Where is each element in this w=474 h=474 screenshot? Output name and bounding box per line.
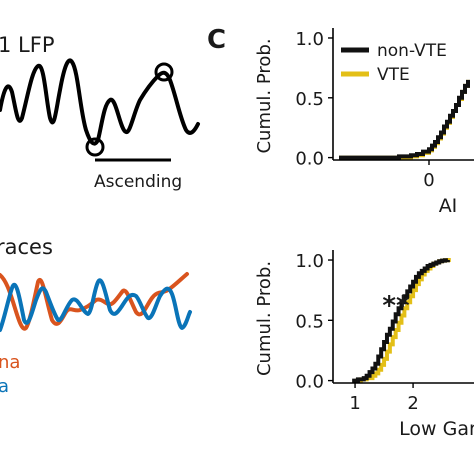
panel-label-c: C [207, 25, 226, 55]
series-nonvte-line [339, 79, 470, 160]
x-axis-label: AI [439, 195, 458, 217]
ascending-label: Ascending [94, 172, 182, 192]
lfp-title: 1 LFP [0, 33, 54, 57]
x-tick-label: 2 [407, 393, 418, 414]
y-axis-label: Cumul. Prob. [254, 38, 275, 153]
blue-legend-label: a [0, 376, 9, 397]
significance-annotation: ** [382, 291, 410, 321]
y-tick-label: 1.0 [295, 29, 324, 50]
y-tick-label: 0.0 [295, 372, 324, 393]
peak-marker [154, 62, 174, 82]
series-nonvte-line [352, 258, 450, 383]
blue-trace [0, 278, 192, 332]
y-tick-label: 0.5 [295, 89, 324, 110]
lfp-trace [0, 58, 200, 146]
ai-cdf-chart: 0.0 0.5 1.0 0 Cumul. Prob. AI non-VTE VTE [254, 28, 474, 217]
orange-trace [0, 272, 189, 331]
y-tick-label: 0.5 [295, 311, 324, 332]
lowgamma-cdf-chart: 0.0 0.5 1.0 1 2 Cumul. Prob. Low Gar ** [254, 250, 474, 440]
x-tick-label: 0 [423, 170, 434, 191]
orange-legend-label: na [0, 352, 20, 373]
trough-marker [85, 137, 105, 157]
y-axis-label: Cumul. Prob. [254, 261, 275, 376]
x-axis-label: Low Gar [399, 418, 474, 440]
x-tick-label: 1 [349, 393, 360, 414]
legend-label-nonvte: non-VTE [377, 41, 447, 61]
traces-title: races [0, 235, 53, 259]
y-tick-label: 0.0 [295, 149, 324, 170]
y-tick-label: 1.0 [295, 251, 324, 272]
legend-label-vte: VTE [377, 65, 410, 85]
